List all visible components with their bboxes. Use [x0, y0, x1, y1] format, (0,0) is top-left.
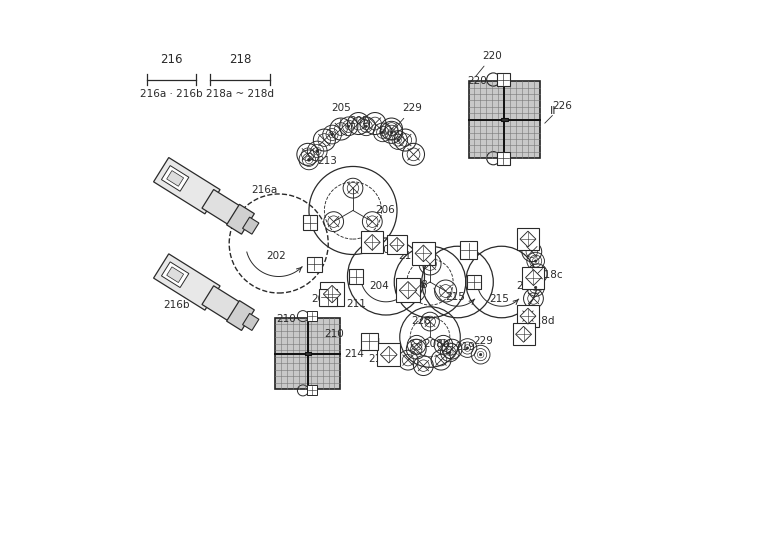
Text: 226: 226 [516, 281, 536, 291]
Text: 226: 226 [545, 101, 572, 123]
Bar [361, 332, 378, 350]
Polygon shape [167, 267, 183, 283]
Circle shape [466, 347, 468, 349]
Circle shape [390, 131, 393, 134]
Circle shape [316, 150, 319, 153]
Text: 218b: 218b [368, 354, 395, 364]
Polygon shape [226, 204, 254, 234]
Polygon shape [243, 314, 259, 331]
Bar [501, 118, 507, 121]
Text: 229: 229 [473, 336, 493, 346]
Bar [387, 234, 407, 254]
Text: 204: 204 [370, 281, 389, 291]
Circle shape [365, 125, 367, 127]
Polygon shape [153, 254, 220, 310]
Text: 210: 210 [276, 315, 296, 325]
Bar [496, 152, 510, 165]
Text: 208b: 208b [424, 338, 449, 348]
Text: 220: 220 [476, 51, 502, 76]
Bar [522, 267, 544, 289]
Circle shape [308, 159, 310, 161]
Bar [396, 278, 420, 302]
Polygon shape [161, 262, 189, 288]
Polygon shape [399, 281, 417, 299]
Polygon shape [167, 170, 183, 186]
Bar [303, 216, 317, 229]
Polygon shape [520, 231, 536, 247]
Circle shape [449, 351, 451, 353]
Circle shape [348, 125, 350, 127]
Text: 218a: 218a [399, 251, 425, 260]
Polygon shape [520, 308, 536, 324]
Polygon shape [202, 190, 242, 226]
Bar [467, 275, 482, 289]
Text: 210: 210 [324, 329, 344, 340]
Bar [307, 257, 322, 272]
Text: 220: 220 [467, 76, 487, 86]
Text: 211: 211 [346, 299, 366, 309]
Text: 218c: 218c [537, 270, 563, 280]
Text: 205: 205 [350, 116, 370, 126]
Text: 213: 213 [317, 156, 337, 166]
Polygon shape [516, 326, 532, 342]
Bar [460, 241, 478, 259]
Bar [513, 324, 535, 345]
Bar [412, 242, 435, 265]
Polygon shape [381, 346, 397, 363]
Bar [496, 73, 510, 86]
Bar [305, 352, 311, 355]
Circle shape [535, 260, 537, 262]
Polygon shape [390, 237, 404, 252]
Text: 229: 229 [393, 103, 422, 131]
Text: 216a · 216b: 216a · 216b [140, 90, 203, 100]
Bar [517, 228, 539, 250]
Bar [319, 289, 337, 306]
Text: 206b: 206b [312, 294, 338, 304]
Bar [468, 81, 540, 158]
Text: 215: 215 [446, 293, 465, 302]
Text: 219: 219 [456, 342, 475, 352]
Bar [348, 269, 363, 284]
Polygon shape [364, 234, 381, 251]
Text: 208: 208 [408, 280, 428, 290]
Text: II: II [550, 106, 557, 116]
Text: 202: 202 [266, 251, 287, 260]
Polygon shape [525, 270, 541, 285]
Circle shape [535, 286, 537, 289]
Polygon shape [153, 158, 220, 214]
Circle shape [331, 133, 334, 135]
Polygon shape [323, 285, 341, 303]
Circle shape [479, 353, 482, 356]
Bar [307, 385, 316, 395]
Bar [517, 305, 539, 327]
Polygon shape [202, 286, 242, 322]
Text: 206: 206 [375, 206, 395, 216]
Bar [361, 231, 383, 253]
Text: 216a: 216a [251, 185, 277, 195]
Bar [276, 318, 341, 389]
Circle shape [381, 131, 384, 133]
Bar [307, 311, 316, 321]
Polygon shape [161, 165, 189, 191]
Text: 228: 228 [411, 316, 431, 326]
Text: 204: 204 [377, 245, 396, 255]
Bar [320, 282, 345, 306]
Polygon shape [415, 245, 431, 262]
Polygon shape [226, 301, 254, 331]
Circle shape [397, 139, 399, 141]
Text: 205: 205 [331, 103, 351, 126]
Text: 218d: 218d [528, 316, 554, 326]
Text: 218a ~ 218d: 218a ~ 218d [206, 90, 274, 100]
Text: 214: 214 [345, 348, 365, 358]
Polygon shape [243, 217, 259, 234]
Text: 216: 216 [161, 53, 182, 66]
Text: 216b: 216b [164, 300, 190, 310]
Text: 211: 211 [362, 337, 381, 347]
Text: 218: 218 [229, 53, 251, 66]
Bar [377, 343, 400, 366]
Text: 215: 215 [489, 294, 509, 304]
